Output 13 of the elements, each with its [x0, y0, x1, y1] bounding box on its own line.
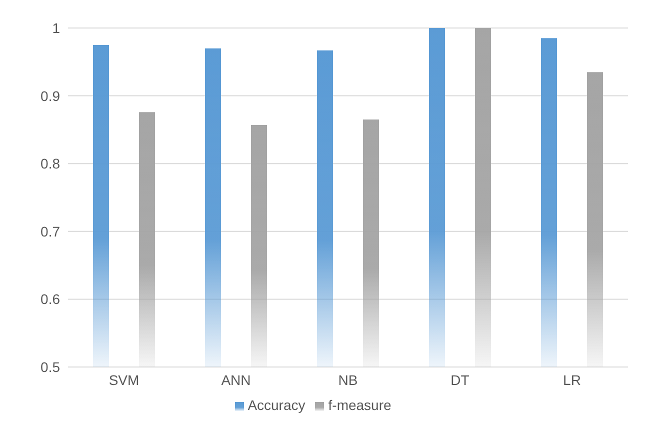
x-tick-label: DT [450, 372, 470, 388]
x-tick-label: NB [338, 372, 358, 388]
y-tick-label: 1 [52, 20, 60, 36]
x-tick-label: LR [563, 372, 581, 388]
y-tick-label: 0.5 [40, 358, 60, 375]
y-tick-label: 0.8 [40, 156, 60, 172]
y-tick-label: 0.7 [40, 223, 60, 240]
y-tick-label: 0.6 [40, 291, 60, 308]
x-tick-label: SVM [108, 372, 140, 388]
legend-label: Accuracy [248, 397, 306, 413]
x-tick-label: ANN [221, 372, 251, 388]
y-tick-label: 0.9 [40, 88, 60, 104]
legend-label: f-measure [328, 397, 392, 413]
